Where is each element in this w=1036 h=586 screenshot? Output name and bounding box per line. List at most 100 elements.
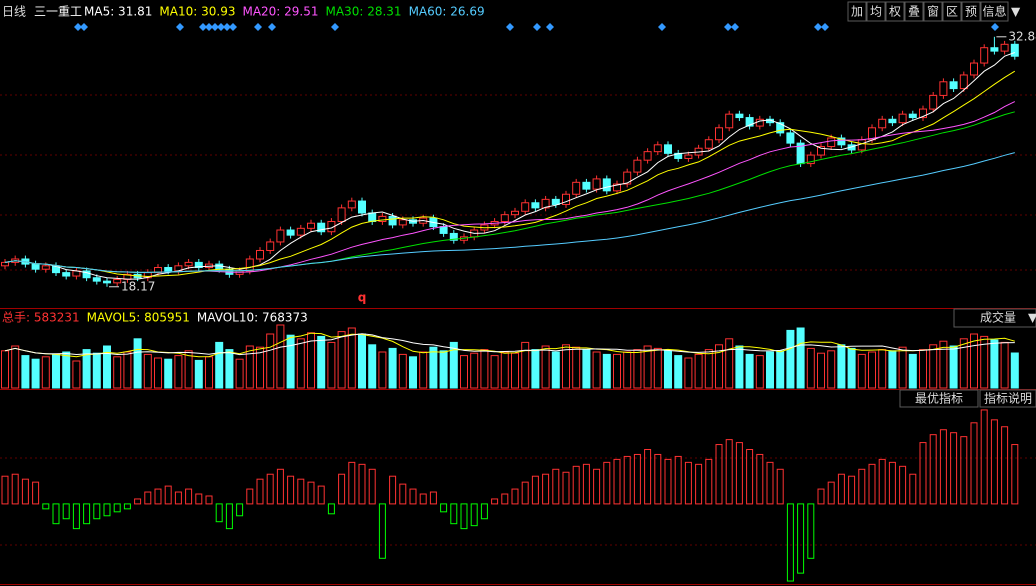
indicator-bar [72,503,80,530]
indicator-bar [950,432,958,505]
event-marker[interactable] [176,23,184,31]
toolbar-button[interactable] [942,1,962,22]
toolbar-button-label[interactable]: 均 [870,5,882,19]
toolbar-button-label[interactable]: 窗 [927,5,939,19]
candle-body [653,144,662,153]
event-marker[interactable] [724,23,732,31]
event-marker[interactable] [211,23,219,31]
volume-bar [715,344,723,389]
candle-body [439,226,448,234]
event-marker[interactable] [658,23,666,31]
indicator-bar [83,503,91,525]
indicator-button-label[interactable]: 指标说明 [984,391,1032,406]
indicator-bar [215,503,223,523]
candle-body [776,122,785,134]
candle-body [745,117,754,127]
toolbar-button[interactable] [904,1,924,22]
event-marker[interactable] [229,23,237,31]
indicator-selector[interactable] [953,308,1036,328]
event-marker[interactable] [74,23,82,31]
volume-bar [919,349,927,389]
toolbar-button-label[interactable]: 信息 [982,4,1006,19]
indicator-bar [593,468,601,505]
event-marker[interactable] [731,23,739,31]
indicator-button-label[interactable]: 最优指标 [915,391,963,406]
volume-bar [1000,341,1009,389]
indicator-bar [236,503,244,517]
volume-bar [694,353,703,389]
volume-bar [398,353,407,389]
event-marker[interactable] [506,23,514,31]
indicator-selector-label[interactable]: 成交量 [980,310,1016,325]
toolbar-button[interactable] [923,1,943,22]
volume-bar [541,345,550,389]
toolbar-button-label[interactable]: 加 [851,5,863,19]
volume-bar [929,344,938,389]
dropdown-arrow[interactable]: ▼ [1028,311,1036,325]
toolbar-button-label[interactable]: 区 [946,5,958,19]
candle-body [704,139,713,149]
toolbar-button[interactable] [885,1,905,22]
volume-bar [592,351,601,389]
indicator-bar [674,455,682,505]
volume-bar [837,344,846,389]
candle-body [939,81,948,96]
toolbar-button-label[interactable]: 权 [889,5,901,19]
indicator-bar [1011,444,1019,505]
indicator-bar [399,483,407,505]
indicator-bar [21,478,29,505]
event-marker[interactable] [205,23,213,31]
period-label[interactable]: 日线 [2,5,26,19]
toolbar-button-label[interactable]: 叠 [908,5,920,19]
toolbar-button[interactable] [980,1,1009,22]
event-marker[interactable] [533,23,541,31]
event-marker[interactable] [254,23,262,31]
toolbar-button-label[interactable]: 预 [965,5,977,19]
event-marker[interactable] [80,23,88,31]
event-marker[interactable] [821,23,829,31]
candle-body [511,210,519,216]
volume-bar [296,338,305,389]
event-marker[interactable] [991,23,999,31]
indicator-button[interactable] [979,389,1036,408]
ma-legend: MA5: 31.81 [84,5,152,19]
candle-body [806,154,815,165]
event-marker[interactable] [199,23,207,31]
indicator-bar [776,468,784,505]
volume-bar [847,347,856,389]
dropdown-arrow[interactable]: ▼ [1011,5,1021,19]
indicator-bar [317,485,325,505]
volume-bar [1010,352,1019,389]
toolbar-button[interactable] [866,1,886,22]
indicator-button[interactable] [899,389,979,408]
event-marker[interactable] [268,23,276,31]
event-marker[interactable] [814,23,822,31]
event-marker[interactable] [546,23,554,31]
event-marker[interactable] [331,23,339,31]
volume-bar [123,351,132,389]
volume-bar [337,331,346,389]
candle-body [531,202,540,209]
indicator-bar [990,419,998,505]
candle-body [449,232,458,241]
candle-body [317,222,326,233]
toolbar-button[interactable] [961,1,981,22]
volume-bar [1,350,9,389]
indicator-bar [756,453,764,505]
stock-name: 三一重工 [34,5,82,19]
event-marker[interactable] [217,23,225,31]
volume-bar [52,353,60,389]
indicator-bar [42,503,50,510]
ma-legend: MA60: 26.69 [409,5,485,19]
candle-body [919,108,927,119]
indicator-bar [327,503,335,515]
volume-bar [980,335,989,389]
volume-bar [388,347,397,389]
toolbar-button[interactable] [847,1,867,22]
high-label: 32.84 [1008,29,1036,43]
event-marker[interactable] [223,23,231,31]
indicator-bar [144,491,152,505]
candle-body [643,151,652,161]
candle-body [1000,43,1009,52]
volume-bar [31,358,40,389]
